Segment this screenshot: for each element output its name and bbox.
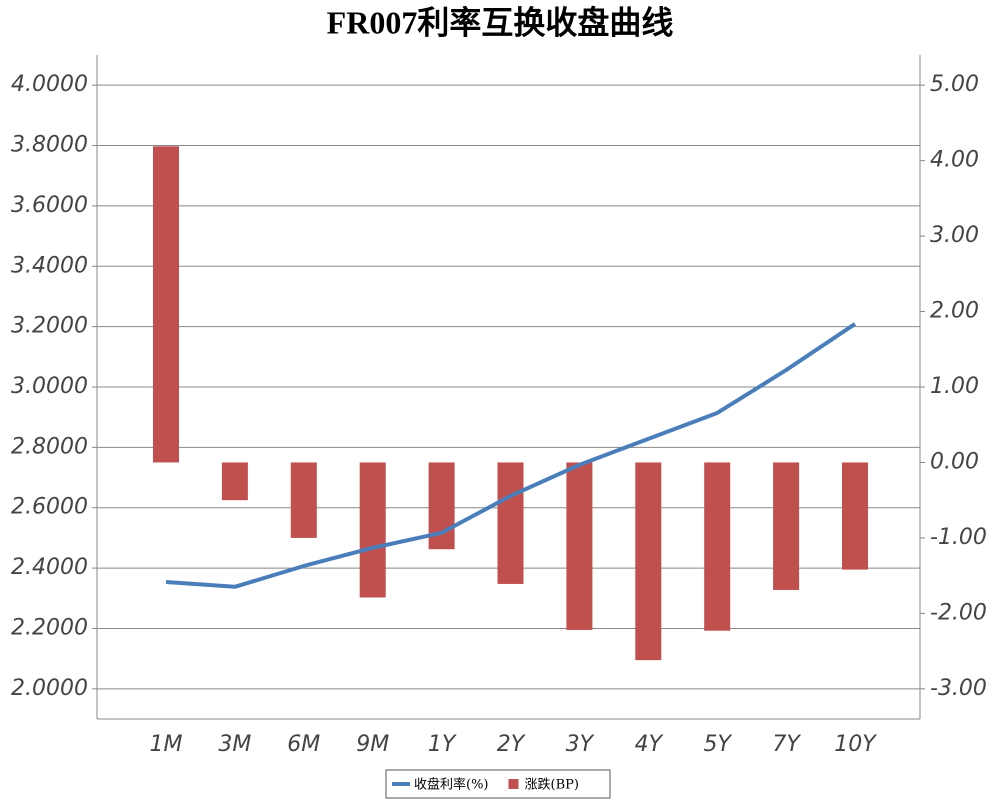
y-tick-label: 2.0000 (11, 676, 88, 701)
x-tick-label: 1M (150, 732, 183, 757)
bar (566, 462, 593, 630)
x-tick-label: 4Y (635, 732, 664, 757)
legend-box (385, 769, 611, 799)
bar (635, 462, 662, 661)
x-tick-label: 3M (218, 732, 251, 757)
bar (153, 146, 179, 463)
y-tick-label: 2.6000 (11, 495, 88, 520)
y-tick-label: 3.8000 (11, 133, 88, 158)
y2-tick-label: 1.00 (930, 374, 979, 399)
x-tick-label: 7Y (772, 732, 801, 757)
legend-swatch (508, 779, 519, 789)
y2-tick-label: -3.00 (930, 676, 987, 701)
bar (221, 462, 248, 501)
y-tick-label: 3.0000 (11, 374, 88, 399)
x-tick-label: 2Y (497, 732, 526, 757)
y2-tick-label: 3.00 (930, 223, 979, 248)
chart-title: FR007利率互换收盘曲线 (327, 4, 674, 40)
bar (290, 462, 317, 538)
x-tick-label: 6M (287, 732, 320, 757)
x-tick-label: 1Y (428, 732, 457, 757)
y-tick-label: 2.4000 (11, 555, 88, 580)
line (165, 322, 857, 589)
y-tick-label: 3.2000 (11, 314, 88, 339)
y2-tick-label: 0.00 (930, 449, 979, 474)
legend-label: 涨跌(BP) (525, 777, 579, 793)
bar (842, 462, 868, 570)
x-tick-label: 10Y (834, 732, 877, 757)
bar (704, 462, 731, 631)
y2-tick-label: 2.00 (930, 299, 979, 324)
y-tick-label: 3.6000 (11, 193, 88, 218)
y-tick-label: 4.0000 (11, 72, 88, 97)
bar (359, 462, 386, 598)
legend-label: 收盘利率(%) (414, 777, 489, 793)
y2-tick-label: 4.00 (930, 148, 979, 173)
y2-tick-label: -2.00 (930, 600, 987, 625)
bar (773, 462, 800, 590)
y-tick-label: 3.4000 (11, 253, 88, 278)
x-tick-label: 3Y (566, 732, 595, 757)
y-tick-label: 2.2000 (11, 615, 88, 640)
x-tick-label: 9M (356, 732, 389, 757)
bar (497, 462, 524, 584)
y2-tick-label: 5.00 (930, 72, 979, 97)
y-tick-label: 2.8000 (11, 434, 88, 459)
y2-tick-label: -1.00 (930, 525, 987, 550)
x-tick-label: 5Y (703, 732, 732, 757)
